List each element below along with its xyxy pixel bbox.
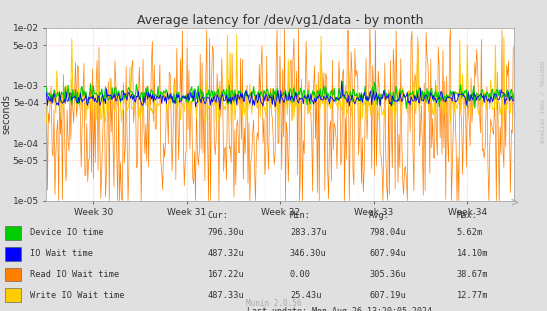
Text: Max:: Max: bbox=[457, 211, 478, 220]
Bar bbox=[5, 226, 21, 240]
Y-axis label: seconds: seconds bbox=[1, 94, 11, 134]
Text: 5.62m: 5.62m bbox=[457, 228, 483, 237]
Text: Munin 2.0.56: Munin 2.0.56 bbox=[246, 299, 301, 308]
Text: 14.10m: 14.10m bbox=[457, 249, 488, 258]
Text: 0.00: 0.00 bbox=[290, 270, 311, 279]
Text: 167.22u: 167.22u bbox=[208, 270, 245, 279]
Text: 25.43u: 25.43u bbox=[290, 291, 322, 300]
Text: Write IO Wait time: Write IO Wait time bbox=[30, 291, 125, 300]
Text: Device IO time: Device IO time bbox=[30, 228, 103, 237]
Text: 305.36u: 305.36u bbox=[369, 270, 406, 279]
Text: 283.37u: 283.37u bbox=[290, 228, 327, 237]
Text: 346.30u: 346.30u bbox=[290, 249, 327, 258]
Bar bbox=[5, 267, 21, 281]
Title: Average latency for /dev/vg1/data - by month: Average latency for /dev/vg1/data - by m… bbox=[137, 14, 423, 27]
Text: 798.04u: 798.04u bbox=[369, 228, 406, 237]
Text: 607.94u: 607.94u bbox=[369, 249, 406, 258]
Text: 607.19u: 607.19u bbox=[369, 291, 406, 300]
Text: IO Wait time: IO Wait time bbox=[30, 249, 93, 258]
Text: Min:: Min: bbox=[290, 211, 311, 220]
Bar bbox=[5, 247, 21, 261]
Text: Read IO Wait time: Read IO Wait time bbox=[30, 270, 119, 279]
Text: 12.77m: 12.77m bbox=[457, 291, 488, 300]
Text: Cur:: Cur: bbox=[208, 211, 229, 220]
Text: 796.30u: 796.30u bbox=[208, 228, 245, 237]
Text: 38.67m: 38.67m bbox=[457, 270, 488, 279]
Text: 487.32u: 487.32u bbox=[208, 249, 245, 258]
Text: 487.33u: 487.33u bbox=[208, 291, 245, 300]
Text: RRDTOOL / TOBI OETIKER: RRDTOOL / TOBI OETIKER bbox=[538, 61, 543, 144]
Text: Avg:: Avg: bbox=[369, 211, 390, 220]
Text: Last update: Mon Aug 26 13:20:05 2024: Last update: Mon Aug 26 13:20:05 2024 bbox=[247, 307, 432, 311]
Bar bbox=[5, 289, 21, 302]
